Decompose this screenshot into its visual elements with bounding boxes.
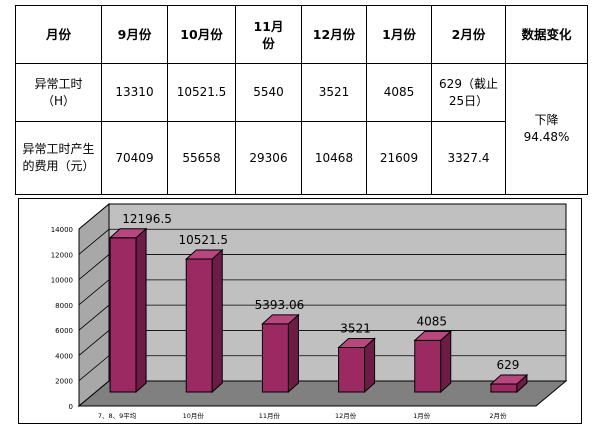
header-cell-oct: 10月份 [167,5,236,64]
chart-side-wall [78,202,110,408]
cell-change: 下降94.48% [505,63,588,195]
bar-top [413,330,453,341]
y-tick-label: 0 [69,403,73,411]
row-label-hours: 异常工时（H） [15,63,102,122]
bar-front [414,339,442,393]
header-cell-jan: 1月份 [366,5,432,64]
y-tick-label: 12000 [51,251,73,259]
y-tick-label: 8000 [55,302,73,310]
y-tick-label: 14000 [51,226,73,234]
bar-side [440,330,452,394]
cell-hours-oct: 10521.5 [167,63,236,122]
bar-top [108,228,148,239]
x-tick-label: 2月份 [489,411,507,420]
data-table: 月份 9月份 10月份 11月份 12月份 1月份 2月份 数据变化 异常工时（… [15,5,588,195]
cell-cost-oct: 55658 [167,121,236,195]
gridline [78,279,566,306]
bar-top [337,337,376,348]
gridline [78,355,566,382]
bar-top [489,374,529,385]
x-tick-label: 12月份 [335,411,357,420]
gridline [78,330,566,356]
header-cell-nov: 11月份 [235,5,302,64]
table-row-cost: 异常工时产生的费用（元） 70409 55658 29306 10468 216… [15,121,588,195]
bar-front [490,383,518,393]
gridline [78,203,566,230]
data-label: 629 [496,358,519,372]
gridline [78,304,566,331]
header-cell-change: 数据变化 [505,5,588,64]
table-row-hours: 异常工时（H） 13310 10521.5 5540 3521 4085 629… [15,63,588,195]
row-label-cost: 异常工时产生的费用（元） [15,121,102,195]
data-label: 10521.5 [178,233,228,247]
y-tick-label: 10000 [51,277,73,285]
y-tick-label: 2000 [55,378,73,386]
data-label: 5393.06 [255,298,305,312]
data-label: 3521 [340,321,371,335]
bar-front [185,258,213,393]
bar-front [109,237,137,393]
chart-back-wall [108,203,567,382]
header-cell-sep: 9月份 [101,5,168,64]
x-tick-label: 10月份 [183,411,205,420]
header-cell-dec: 12月份 [301,5,367,64]
bar-side [211,248,223,394]
cell-cost-sep: 70409 [101,121,168,195]
table-header-row: 月份 9月份 10月份 11月份 12月份 1月份 2月份 数据变化 [15,5,588,64]
gridline [78,254,566,280]
cell-cost-dec: 10468 [301,121,367,195]
cell-hours-dec: 3521 [301,63,367,122]
cell-hours-feb: 629（截止25日） [431,63,506,122]
bar-chart: 0 2000 4000 6000 8000 10000 12000 14000 12196.5 7… [18,198,582,424]
cell-hours-jan: 4085 [366,63,432,122]
x-tick-label: 7、8、9平均 [98,411,137,420]
cell-cost-jan: 21609 [366,121,432,195]
gridline [78,228,566,255]
data-label: 4085 [416,314,447,328]
cell-cost-feb: 3327.4 [431,121,506,195]
y-tick-label: 6000 [55,327,73,335]
cell-cost-nov: 29306 [235,121,302,195]
bar-front [338,346,366,393]
x-tick-label: 11月份 [259,411,281,420]
bar-top [184,249,224,260]
y-tick-label: 4000 [55,352,73,360]
bar-front [261,323,289,393]
x-tick-label: 1月份 [413,411,431,420]
bar-chart-svg: 0 2000 4000 6000 8000 10000 12000 14000 12196.5 7… [51,202,568,420]
header-cell-month: 月份 [15,5,102,64]
bar-top [261,314,300,325]
cell-hours-nov: 5540 [235,63,302,122]
bar-side [287,313,299,394]
data-label: 12196.5 [122,212,172,226]
bar-side [135,227,147,394]
cell-hours-sep: 13310 [101,63,168,122]
header-cell-feb: 2月份 [431,5,506,64]
